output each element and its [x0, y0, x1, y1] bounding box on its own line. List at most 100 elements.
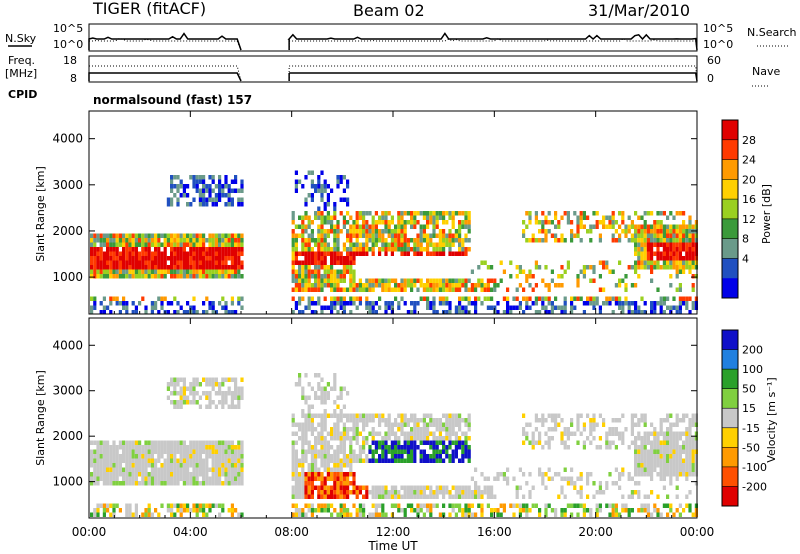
- range-cell: [163, 260, 167, 265]
- range-cell: [691, 283, 695, 288]
- range-cell: [374, 220, 378, 225]
- range-cell: [448, 440, 452, 445]
- range-cell: [518, 485, 522, 490]
- range-cell: [339, 472, 343, 477]
- range-cell: [346, 481, 350, 486]
- range-cell: [166, 238, 170, 243]
- range-cell: [346, 508, 350, 513]
- range-cell: [531, 287, 535, 292]
- range-cell: [314, 260, 318, 265]
- range-cell: [208, 508, 212, 513]
- range-cell: [454, 454, 458, 459]
- range-cell: [634, 413, 638, 418]
- range-cell: [198, 175, 202, 180]
- range-cell: [106, 440, 110, 445]
- range-cell: [461, 454, 465, 459]
- range-cell: [371, 310, 375, 315]
- range-cell: [675, 463, 679, 468]
- range-cell: [410, 224, 414, 229]
- noise-tick-right-low: 10^0: [703, 38, 733, 51]
- range-cell: [291, 211, 295, 216]
- noise-panel: N.Sky 10^5 10^0 10^5 10^0 N.Search: [5, 22, 797, 52]
- range-cell: [554, 508, 558, 513]
- range-cell: [157, 472, 161, 477]
- range-cell: [147, 508, 151, 513]
- range-cell: [323, 418, 327, 423]
- range-cell: [336, 179, 340, 184]
- range-cell: [666, 238, 670, 243]
- range-cell: [374, 283, 378, 288]
- range-cell: [333, 242, 337, 247]
- range-cell: [355, 238, 359, 243]
- range-cell: [432, 287, 436, 292]
- range-cell: [397, 305, 401, 310]
- range-cell: [122, 445, 126, 450]
- range-cell: [230, 503, 234, 508]
- range-cell: [218, 512, 222, 517]
- range-cell: [96, 472, 100, 477]
- range-cell: [320, 386, 324, 391]
- range-cell: [419, 454, 423, 459]
- range-cell: [646, 440, 650, 445]
- range-cell: [544, 283, 548, 288]
- range-cell: [682, 440, 686, 445]
- range-cell: [451, 211, 455, 216]
- range-cell: [160, 445, 164, 450]
- range-cell: [675, 445, 679, 450]
- range-cell: [342, 197, 346, 202]
- range-cell: [477, 283, 481, 288]
- range-cell: [205, 512, 209, 517]
- range-cell: [394, 233, 398, 238]
- range-cell: [461, 431, 465, 436]
- range-cell: [448, 422, 452, 427]
- range-cell: [384, 220, 388, 225]
- range-cell: [205, 395, 209, 400]
- range-cell: [134, 247, 138, 252]
- range-cell: [237, 512, 241, 517]
- range-cell: [502, 503, 506, 508]
- range-cell: [461, 224, 465, 229]
- range-cell: [531, 485, 535, 490]
- range-cell: [464, 224, 468, 229]
- range-cell: [333, 256, 337, 261]
- range-cell: [682, 247, 686, 252]
- range-cell: [96, 265, 100, 270]
- range-cell: [410, 494, 414, 499]
- range-cell: [442, 458, 446, 463]
- range-cell: [150, 256, 154, 261]
- range-cell: [218, 382, 222, 387]
- range-cell: [429, 458, 433, 463]
- range-cell: [579, 269, 583, 274]
- range-cell: [426, 503, 430, 508]
- range-cell: [659, 418, 663, 423]
- range-cell: [122, 260, 126, 265]
- range-cell: [192, 449, 196, 454]
- range-cell: [474, 296, 478, 301]
- range-cell: [445, 301, 449, 306]
- range-cell: [461, 238, 465, 243]
- range-cell: [646, 449, 650, 454]
- range-cell: [662, 463, 666, 468]
- range-cell: [669, 242, 673, 247]
- range-cell: [227, 197, 231, 202]
- x-tick-label: 04:00: [173, 525, 208, 539]
- range-cell: [195, 260, 199, 265]
- range-cell: [589, 278, 593, 283]
- range-cell: [176, 440, 180, 445]
- range-cell: [682, 431, 686, 436]
- range-cell: [685, 247, 689, 252]
- range-cell: [211, 386, 215, 391]
- nave-label: Nave: [752, 65, 780, 78]
- range-cell: [333, 251, 337, 256]
- range-cell: [106, 503, 110, 508]
- range-cell: [358, 503, 362, 508]
- range-cell: [662, 485, 666, 490]
- range-cell: [128, 508, 132, 513]
- range-cell: [384, 224, 388, 229]
- range-cell: [384, 436, 388, 441]
- range-cell: [605, 296, 609, 301]
- range-cell: [150, 449, 154, 454]
- range-cell: [317, 490, 321, 495]
- range-cell: [109, 449, 113, 454]
- range-cell: [240, 260, 244, 265]
